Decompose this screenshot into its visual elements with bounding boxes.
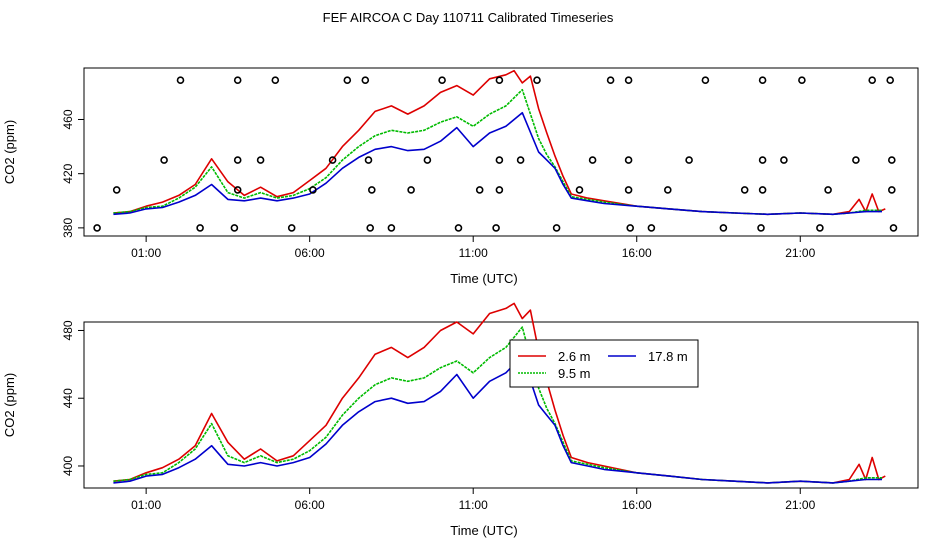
bottom-x-tick-label: 16:00 (622, 498, 652, 512)
figure-title: FEF AIRCOA C Day 110711 Calibrated Times… (323, 10, 614, 25)
top-x-tick-label: 11:00 (459, 246, 488, 260)
flag-marker (176, 76, 185, 84)
flag-marker (364, 156, 373, 164)
flag-marker (533, 76, 541, 84)
flag-marker (701, 76, 710, 84)
flag-marker (663, 186, 672, 194)
flag-marker (495, 186, 504, 194)
top-x-tick-label: 16:00 (622, 246, 652, 260)
flag-marker (475, 186, 484, 194)
top-x-tick-label: 21:00 (785, 246, 815, 260)
bottom-x-axis-label: Time (UTC) (450, 523, 517, 538)
flag-marker (626, 224, 635, 232)
flag-marker (492, 224, 500, 232)
flag-marker (740, 186, 749, 194)
flag-marker (387, 224, 396, 232)
flag-marker (758, 186, 767, 194)
legend: 2.6 m 17.8 m 9.5 m (509, 339, 699, 388)
flag-marker (887, 186, 896, 194)
bottom-plot-frame (83, 321, 919, 489)
flag-marker (887, 156, 896, 164)
flag-marker (233, 156, 242, 164)
flag-marker (343, 76, 352, 84)
flag-marker (624, 186, 633, 194)
flag-marker (367, 186, 376, 194)
legend-box (509, 339, 699, 388)
flag-marker (361, 76, 370, 84)
top-y-tick-label: 460 (61, 109, 75, 129)
flag-marker (438, 76, 446, 84)
top-plot-frame (83, 67, 919, 237)
flag-marker (852, 156, 860, 164)
flag-marker (516, 156, 525, 164)
legend-label-17-8m: 17.8 m (648, 349, 688, 364)
flag-marker (454, 224, 463, 232)
bottom-y-axis-label: CO2 (ppm) (2, 373, 17, 437)
flag-marker (233, 76, 242, 84)
flag-marker (824, 186, 832, 194)
flag-marker (407, 186, 415, 194)
flag-marker (309, 186, 317, 194)
top-y-axis-label: CO2 (ppm) (2, 120, 17, 184)
flag-marker (758, 76, 767, 84)
flag-marker (758, 156, 767, 164)
flag-marker (757, 224, 765, 232)
top-ticks: 01:00 06:00 11:00 16:00 21:00 380 420 460 (61, 109, 816, 260)
bottom-y-tick-label: 480 (61, 320, 75, 340)
flag-marker (196, 224, 204, 232)
top-y-tick-label: 380 (61, 218, 75, 238)
top-y-tick-label: 420 (61, 163, 75, 183)
flag-marker (271, 76, 280, 84)
bottom-series-17-8-m (113, 355, 882, 484)
bottom-y-tick-label: 440 (61, 388, 75, 408)
top-x-tick-label: 06:00 (295, 246, 325, 260)
flag-marker (816, 224, 824, 232)
flag-marker (366, 224, 375, 232)
flag-marker (719, 224, 728, 232)
flag-marker (780, 156, 788, 164)
flag-marker (624, 76, 633, 84)
bottom-x-tick-label: 11:00 (459, 498, 488, 512)
bottom-x-tick-label: 06:00 (295, 498, 325, 512)
legend-label-9-5m: 9.5 m (558, 366, 591, 381)
flag-marker (552, 224, 561, 232)
flag-marker (889, 224, 898, 232)
top-series-9-5-m (113, 88, 882, 216)
flag-marker (588, 156, 597, 164)
flag-marker (685, 156, 693, 164)
top-x-axis-label: Time (UTC) (450, 271, 517, 286)
flag-marker (495, 76, 504, 84)
flag-marker (233, 186, 242, 194)
bottom-x-tick-label: 01:00 (131, 498, 161, 512)
flag-marker (886, 76, 895, 84)
flag-marker (575, 186, 584, 194)
top-panel: 01:00 06:00 11:00 16:00 21:00 380 420 460 Time … (2, 67, 919, 286)
flag-marker (495, 156, 504, 164)
flag-marker (230, 224, 239, 232)
legend-label-2-6m: 2.6 m (558, 349, 591, 364)
bottom-series-9-5-m (113, 326, 882, 484)
top-markers (93, 76, 898, 232)
flag-marker (647, 224, 656, 232)
flag-marker (328, 156, 337, 164)
flag-marker (606, 76, 615, 84)
flag-marker (798, 76, 806, 84)
flag-marker (287, 224, 296, 232)
flag-marker (868, 76, 877, 84)
flag-marker (93, 224, 101, 232)
flag-marker (423, 156, 432, 164)
bottom-ticks: 01:00 06:00 11:00 16:00 21:00 400 440 480 (61, 320, 816, 512)
bottom-x-tick-label: 21:00 (785, 498, 815, 512)
bottom-y-tick-label: 400 (61, 456, 75, 476)
flag-marker (160, 156, 168, 164)
bottom-panel: 01:00 06:00 11:00 16:00 21:00 400 440 480 Time … (2, 302, 919, 538)
flag-marker (112, 186, 121, 194)
flag-marker (256, 156, 265, 164)
top-series-17-8-m (113, 111, 882, 216)
bottom-series (113, 302, 886, 484)
flag-marker (624, 156, 633, 164)
top-x-tick-label: 01:00 (131, 246, 161, 260)
